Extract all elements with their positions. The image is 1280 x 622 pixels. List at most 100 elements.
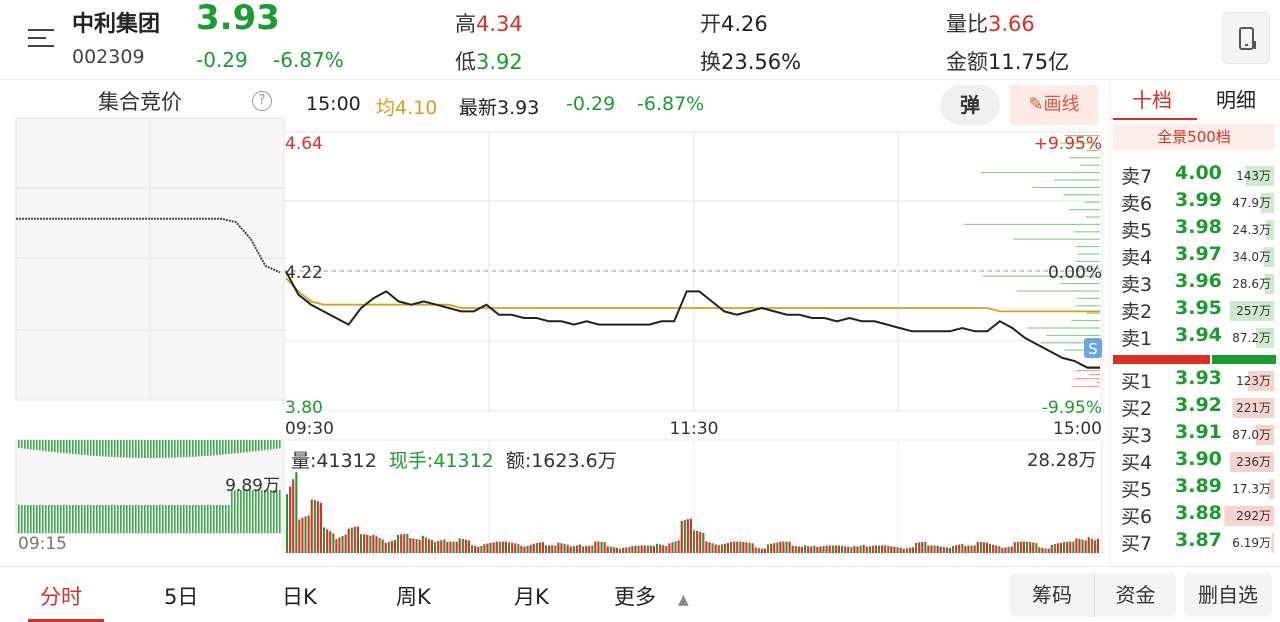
- low-stat: 低3.92: [455, 50, 523, 74]
- tab-intraday[interactable]: 分时: [40, 585, 82, 609]
- auction-volume-bar: [165, 440, 167, 458]
- volume-bar: [1007, 546, 1010, 553]
- stock-name: 中利集团: [72, 12, 161, 37]
- volume-bar: [745, 542, 748, 553]
- tab-monthly-k[interactable]: 月K: [514, 585, 549, 609]
- tab-daily-k[interactable]: 日K: [282, 585, 317, 609]
- level-label: 买4: [1121, 452, 1153, 474]
- tab-weekly-k[interactable]: 周K: [396, 585, 431, 609]
- volume-bar: [640, 545, 643, 553]
- volume-bar: [526, 546, 529, 553]
- volume-bar: [893, 546, 896, 553]
- draw-line-label: 画线: [1043, 94, 1080, 115]
- auction-volume-bar: [204, 440, 206, 457]
- level-label: 买2: [1121, 398, 1153, 420]
- auction-volume-bar: [144, 505, 146, 533]
- auction-volume-bar: [51, 440, 53, 452]
- panorama-500-button[interactable]: 全景500档: [1113, 124, 1275, 150]
- ask-depth-bar: [1064, 135, 1100, 137]
- ask-depth-bar: [1071, 320, 1100, 322]
- order-book-row[interactable]: 买2 3.92 221万: [1113, 394, 1278, 421]
- draw-line-button[interactable]: ✎画线: [1010, 85, 1098, 125]
- time-start-label: 09:30: [285, 419, 334, 439]
- volume-bar: [625, 547, 628, 553]
- level-label: 卖2: [1121, 301, 1153, 323]
- order-book-row[interactable]: 买7 3.87 6.19万: [1113, 529, 1278, 556]
- auction-volume-bar: [57, 505, 59, 533]
- ask-depth-bar: [1086, 149, 1100, 151]
- auction-volume-bar: [234, 440, 236, 454]
- auction-volume-bar: [93, 440, 95, 456]
- ask-depth-bar: [1079, 164, 1100, 166]
- help-icon[interactable]: ?: [252, 91, 272, 111]
- ask-depth-bar: [1073, 231, 1100, 233]
- volume-bar: [289, 486, 292, 553]
- auction-volume-bar: [90, 505, 92, 533]
- order-book-row[interactable]: 卖1 3.94 87.2万: [1113, 324, 1278, 351]
- order-book-row[interactable]: 卖2 3.95 257万: [1113, 297, 1278, 324]
- volume-bar: [767, 544, 770, 553]
- volume-bar: [924, 541, 927, 553]
- volume-bar: [683, 519, 686, 553]
- avg-price-series: [285, 277, 1100, 313]
- volume-bar: [1022, 541, 1025, 553]
- auction-volume-bar: [42, 440, 44, 451]
- level-label: 买1: [1121, 371, 1153, 393]
- volume-bar: [609, 546, 612, 553]
- tab-more[interactable]: 更多 ▲: [614, 585, 689, 609]
- auction-volume-bar: [150, 505, 152, 533]
- ask-depth-bar: [1084, 201, 1100, 203]
- volume-bar: [538, 542, 541, 553]
- auction-volume-bar: [231, 440, 233, 454]
- volume-bar: [915, 542, 918, 553]
- volume-bar: [307, 515, 310, 553]
- auction-volume-bar: [165, 505, 167, 533]
- popup-button[interactable]: 弹: [940, 85, 1000, 125]
- order-book-row[interactable]: 卖5 3.98 24.3万: [1113, 216, 1278, 243]
- phone-icon: [1239, 27, 1256, 50]
- price-mid-label: 4.22: [285, 263, 323, 283]
- volume-bars: [286, 472, 1099, 553]
- chip-button[interactable]: 筹码: [1010, 573, 1094, 617]
- ask-depth-bar: [1069, 157, 1100, 159]
- volume-bar: [637, 545, 640, 553]
- auction-volume-bar: [246, 490, 248, 533]
- auction-volume-bar: [234, 490, 236, 533]
- volume-bar: [757, 548, 760, 553]
- menu-icon[interactable]: [28, 26, 58, 50]
- volume-bar: [1087, 537, 1090, 553]
- high-stat: 高4.34: [455, 12, 523, 36]
- volume-bar: [948, 548, 951, 553]
- volume-bar: [952, 546, 955, 553]
- volume-bar: [474, 545, 477, 553]
- fund-button[interactable]: 资金: [1094, 573, 1176, 617]
- auction-volume-bar: [186, 440, 188, 458]
- order-book-row[interactable]: 买3 3.91 87.0万: [1113, 421, 1278, 448]
- order-book-row[interactable]: 买6 3.88 292万: [1113, 502, 1278, 529]
- order-book-row[interactable]: 卖3 3.96 28.6万: [1113, 270, 1278, 297]
- volume-bar: [970, 545, 973, 553]
- remove-watchlist-button[interactable]: 删自选: [1184, 573, 1272, 617]
- level-volume: 292万: [1222, 506, 1274, 526]
- volume-bar: [329, 531, 332, 553]
- order-book-row[interactable]: 买1 3.93 123万: [1113, 367, 1278, 394]
- volume-bar: [982, 542, 985, 553]
- order-book-row[interactable]: 卖7 4.00 143万: [1113, 162, 1278, 189]
- order-book-row[interactable]: 卖6 3.99 47.9万: [1113, 189, 1278, 216]
- volume-bar: [674, 541, 677, 553]
- tab-detail[interactable]: 明细: [1216, 88, 1256, 112]
- auction-volume-bar: [141, 440, 143, 458]
- auction-volume-bar: [132, 440, 134, 458]
- volume-bar: [363, 534, 366, 553]
- order-book-row[interactable]: 买5 3.89 17.3万: [1113, 475, 1278, 502]
- auction-volume-bar: [249, 490, 251, 533]
- order-book-row[interactable]: 买4 3.90 236万: [1113, 448, 1278, 475]
- volume-bar: [776, 542, 779, 553]
- order-book-row[interactable]: 卖4 3.97 34.0万: [1113, 243, 1278, 270]
- auction-volume-bar: [126, 440, 128, 458]
- device-switch-button[interactable]: [1222, 12, 1270, 64]
- tab-ten-level[interactable]: 十档: [1132, 88, 1172, 112]
- tab-5day[interactable]: 5日: [164, 585, 199, 609]
- volume-bar: [739, 541, 742, 553]
